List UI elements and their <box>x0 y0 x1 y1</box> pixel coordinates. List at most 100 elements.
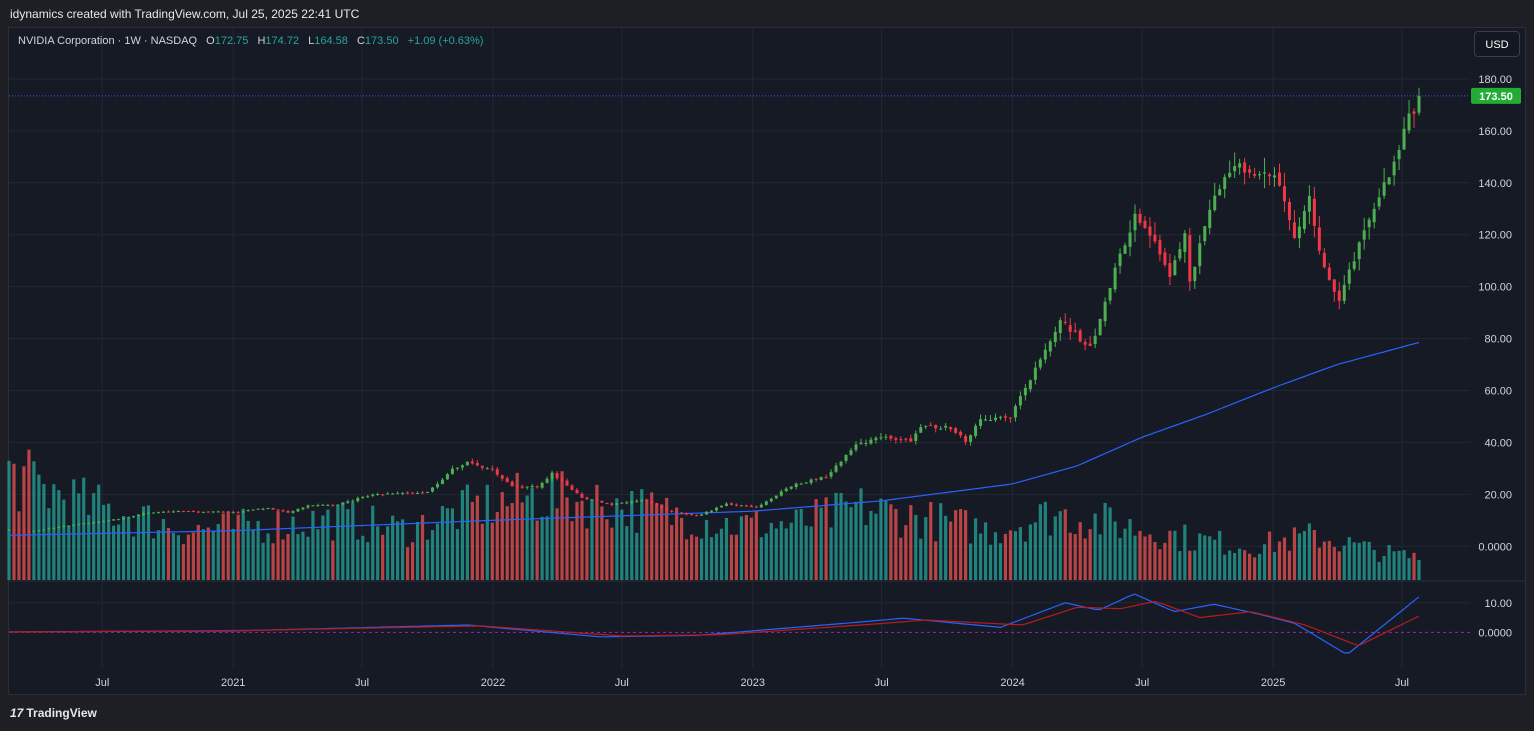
volume-bar <box>754 510 758 580</box>
candle-body <box>1023 387 1027 396</box>
volume-bar <box>769 522 773 580</box>
volume-bar <box>1282 537 1287 580</box>
candle-body <box>455 467 459 469</box>
candle-body <box>1228 172 1232 177</box>
volume-bar <box>126 517 131 580</box>
candle-body <box>894 438 898 440</box>
candle-body <box>117 519 121 521</box>
candle-body <box>1412 111 1416 114</box>
volume-bar <box>794 509 798 580</box>
candle-body <box>1188 235 1192 282</box>
volume-bar <box>376 526 380 580</box>
candle-body <box>1268 174 1272 177</box>
volume-bar <box>37 474 41 580</box>
volume-bar <box>714 533 719 580</box>
candle-body <box>1273 175 1277 178</box>
volume-bar <box>1048 535 1052 580</box>
candle-body <box>102 521 106 523</box>
volume-bar <box>949 521 953 580</box>
volume-bar <box>814 499 818 580</box>
candle-body <box>565 480 569 486</box>
volume-bar <box>1317 547 1321 580</box>
volume-bar <box>680 517 684 580</box>
volume-bar <box>1347 537 1351 580</box>
candle-body <box>994 417 998 421</box>
candle-body <box>605 502 609 504</box>
candle-body <box>1093 335 1097 345</box>
ohlc-legend: NVIDIA Corporation · 1W · NASDAQ O172.75… <box>18 35 483 47</box>
volume-bar <box>719 528 724 580</box>
volume-bar <box>1392 551 1396 580</box>
candle-body <box>540 482 544 488</box>
price-tick-label: 160.00 <box>1478 126 1512 138</box>
volume-bar <box>540 516 544 580</box>
volume-bar <box>1377 561 1381 580</box>
volume-bar <box>1223 554 1227 580</box>
volume-bar <box>864 525 868 580</box>
candle-body <box>1357 242 1361 260</box>
candle-body <box>794 483 798 488</box>
volume-bar <box>1262 544 1267 580</box>
volume-bar <box>1332 546 1336 580</box>
tradingview-logo[interactable]: 17 TradingView <box>10 706 97 720</box>
candle-body <box>107 520 111 522</box>
volume-bar <box>998 543 1003 580</box>
candle-body <box>1322 252 1326 268</box>
candle-body <box>610 503 614 505</box>
volume-bar <box>455 529 460 580</box>
candle-body <box>520 486 524 488</box>
volume-bar <box>1078 522 1082 580</box>
volume-bar <box>899 537 903 580</box>
brand-name: TradingView <box>26 706 97 720</box>
volume-bar <box>316 529 320 580</box>
candle-body <box>685 513 689 515</box>
candle-body <box>156 512 160 514</box>
candle-body <box>749 505 753 508</box>
candle-body <box>1038 359 1042 368</box>
volume-bar <box>909 505 913 580</box>
volume-bar <box>590 499 594 580</box>
volume-bar <box>655 504 659 580</box>
volume-bar <box>201 529 205 580</box>
volume-bar <box>729 534 734 580</box>
candle-body <box>206 511 210 513</box>
volume-bar <box>535 520 539 580</box>
volume-bar <box>968 543 973 580</box>
candle-body <box>236 512 240 514</box>
candle-body <box>719 505 723 508</box>
volume-bar <box>1362 541 1366 580</box>
candle-body <box>176 511 180 513</box>
candle-body <box>1312 198 1316 226</box>
volume-bar <box>7 460 11 580</box>
volume-bar <box>575 501 579 580</box>
price-tick-label: 100.00 <box>1478 282 1512 294</box>
candle-body <box>1387 177 1391 185</box>
currency-button[interactable]: USD <box>1474 31 1520 57</box>
candle-body <box>874 437 878 441</box>
volume-bar <box>191 532 195 580</box>
candle-body <box>87 523 91 524</box>
candle-body <box>326 504 330 506</box>
volume-bar <box>894 508 898 580</box>
x-tick-label: Jul <box>1135 677 1149 689</box>
candle-body <box>1018 396 1022 406</box>
volume-bar <box>684 539 689 580</box>
candle-body <box>1013 406 1017 418</box>
candle-body <box>72 524 76 526</box>
candle-body <box>844 454 848 461</box>
volume-bar <box>665 497 669 580</box>
candle-body <box>1058 320 1062 334</box>
volume-bar <box>186 534 190 580</box>
volume-bar <box>386 526 390 580</box>
volume-bar <box>480 523 484 580</box>
volume-bar <box>296 534 300 580</box>
x-tick-label: Jul <box>875 677 889 689</box>
candle-body <box>1352 261 1356 269</box>
macd-tick-label: 0.0000 <box>1478 627 1512 639</box>
volume-bar <box>1133 535 1137 580</box>
volume-bar <box>1043 501 1047 580</box>
price-tick-label: 140.00 <box>1478 178 1512 190</box>
candle-body <box>984 419 988 421</box>
volume-bar <box>1188 550 1192 580</box>
